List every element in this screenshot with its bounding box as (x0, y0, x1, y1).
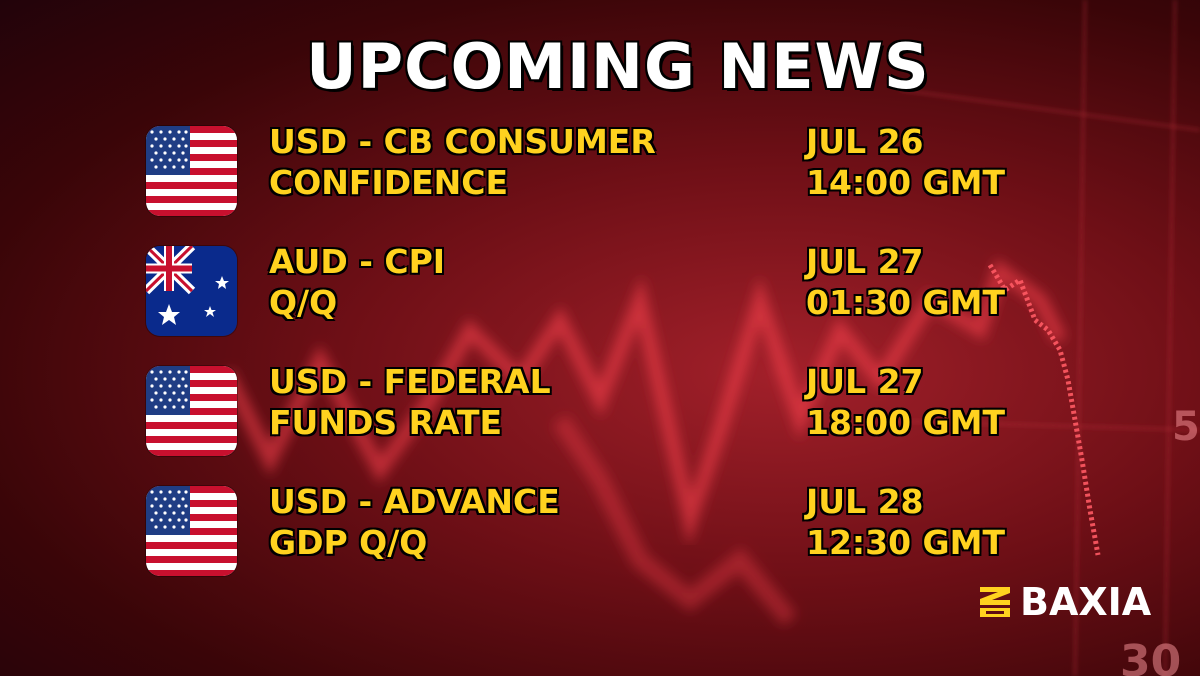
event-time: 01:30 GMT (806, 283, 1005, 322)
event-time: 18:00 GMT (806, 403, 1005, 442)
event-line-2: FUNDS RATE (269, 403, 503, 442)
event-date: JUL 28 (806, 482, 924, 521)
event-datetime: JUL 27 01:30 GMT (806, 241, 1066, 323)
event-date: JUL 27 (806, 242, 924, 281)
event-datetime: JUL 27 18:00 GMT (806, 361, 1066, 443)
svg-text:5: 5 (1172, 404, 1200, 450)
event-date: JUL 26 (806, 122, 924, 161)
event-date: JUL 27 (806, 362, 924, 401)
event-line-1: USD - FEDERAL (269, 362, 551, 401)
event-line-1: AUD - CPI (269, 242, 446, 281)
news-item: USD - CB CONSUMER CONFIDENCE JUL 26 14:0… (0, 118, 1200, 218)
event-line-1: USD - CB CONSUMER (269, 122, 656, 161)
news-item: USD - ADVANCE GDP Q/Q JUL 28 12:30 GMT (0, 478, 1200, 578)
event-name: USD - CB CONSUMER CONFIDENCE (269, 121, 729, 203)
news-item: USD - FEDERAL FUNDS RATE JUL 27 18:00 GM… (0, 358, 1200, 458)
event-line-2: GDP Q/Q (269, 523, 428, 562)
page-title: UPCOMING NEWS (306, 30, 930, 103)
event-name: AUD - CPI Q/Q (269, 241, 729, 323)
event-line-2: Q/Q (269, 283, 338, 322)
event-line-1: USD - ADVANCE (269, 482, 560, 521)
svg-text:30: 30 (1120, 636, 1181, 676)
brand-name: BAXIA (1020, 580, 1152, 624)
brand-logo: BAXIA (978, 580, 1152, 624)
news-item: AUD - CPI Q/Q JUL 27 01:30 GMT (0, 238, 1200, 338)
us-flag-icon (146, 486, 237, 576)
event-name: USD - ADVANCE GDP Q/Q (269, 481, 729, 563)
event-name: USD - FEDERAL FUNDS RATE (269, 361, 729, 443)
event-line-2: CONFIDENCE (269, 163, 509, 202)
event-time: 12:30 GMT (806, 523, 1005, 562)
event-datetime: JUL 28 12:30 GMT (806, 481, 1066, 563)
us-flag-icon (146, 126, 237, 216)
au-flag-icon (146, 246, 237, 336)
event-time: 14:00 GMT (806, 163, 1005, 202)
event-datetime: JUL 26 14:00 GMT (806, 121, 1066, 203)
baxia-logo-icon (980, 587, 1010, 617)
us-flag-icon (146, 366, 237, 456)
